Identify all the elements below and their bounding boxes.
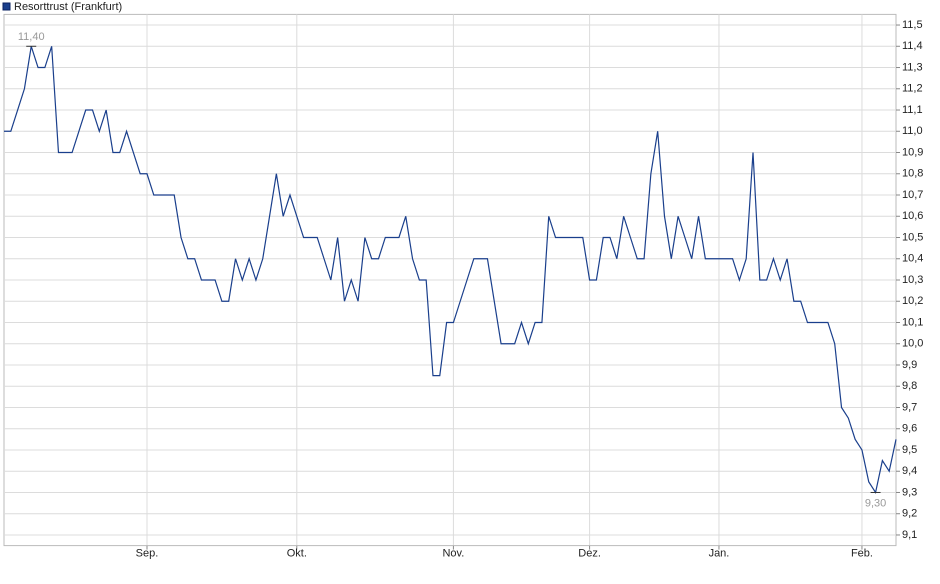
x-tick-label: Nov.: [442, 548, 464, 560]
x-tick-label: Jan.: [709, 548, 730, 560]
y-tick-label: 11,2: [902, 83, 923, 95]
y-tick-label: 9,4: [902, 465, 917, 477]
x-tick-label: Feb.: [851, 548, 873, 560]
y-tick-label: 9,7: [902, 401, 917, 413]
price-line: [4, 46, 897, 495]
y-tick-label: 10,8: [902, 168, 923, 180]
y-tick-label: 11,3: [902, 61, 923, 73]
y-tick-label: 9,1: [902, 529, 917, 541]
y-tick-label: 10,5: [902, 231, 923, 243]
legend-label: Resorttrust (Frankfurt): [14, 1, 122, 13]
x-tick-label: Dez.: [578, 548, 601, 560]
y-tick-label: 10,4: [902, 253, 923, 265]
y-tick-label: 11,4: [902, 40, 923, 52]
y-tick-label: 9,3: [902, 486, 917, 498]
x-tick-label: Okt.: [287, 548, 307, 560]
y-tick-label: 9,9: [902, 359, 917, 371]
y-tick-label: 9,5: [902, 444, 917, 456]
y-tick-label: 10,2: [902, 295, 923, 307]
y-tick-label: 10,9: [902, 146, 923, 158]
y-tick-label: 9,6: [902, 423, 917, 435]
annotation-label: 11,40: [18, 31, 45, 43]
y-tick-label: 10,6: [902, 210, 923, 222]
y-tick-label: 11,1: [902, 104, 923, 116]
y-tick-label: 9,2: [902, 508, 917, 520]
y-tick-label: 11,0: [902, 125, 923, 137]
annotation-label: 9,30: [865, 497, 886, 509]
y-tick-label: 10,0: [902, 338, 923, 350]
y-tick-label: 10,7: [902, 189, 923, 201]
y-tick-label: 10,1: [902, 316, 923, 328]
y-tick-label: 11,5: [902, 19, 923, 31]
y-tick-label: 10,3: [902, 274, 923, 286]
legend-swatch: [2, 2, 11, 11]
x-tick-label: Sep.: [136, 548, 159, 560]
y-tick-label: 9,8: [902, 380, 917, 392]
